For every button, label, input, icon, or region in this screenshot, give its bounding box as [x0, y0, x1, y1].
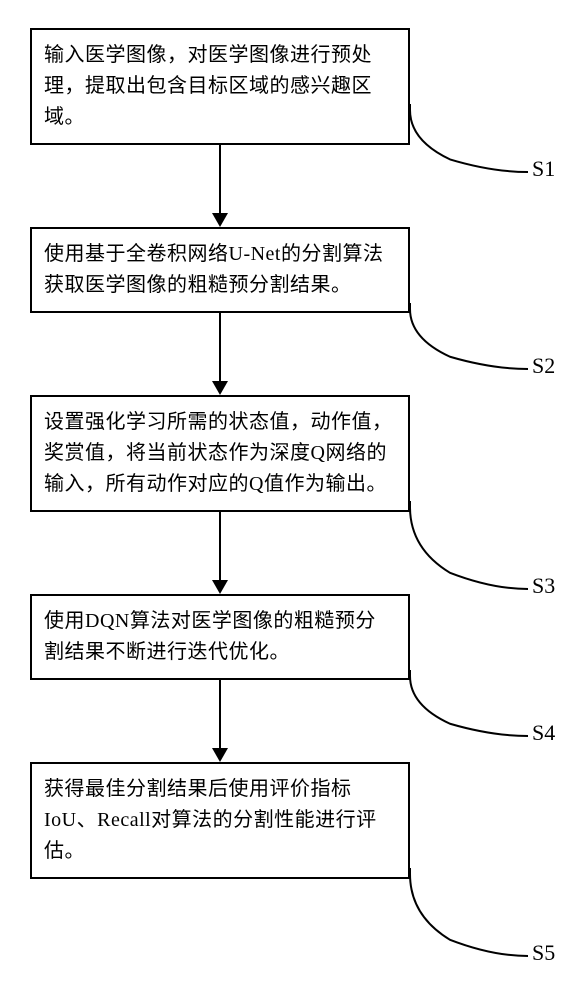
- step-text: 设置强化学习所需的状态值，动作值，奖赏值，将当前状态作为深度Q网络的输入，所有动…: [44, 411, 393, 495]
- step-label: S4: [532, 720, 555, 746]
- bracket: [408, 499, 548, 599]
- bracket: [408, 668, 548, 746]
- bracket: [408, 102, 548, 182]
- step-box: 设置强化学习所需的状态值，动作值，奖赏值，将当前状态作为深度Q网络的输入，所有动…: [30, 395, 410, 512]
- step-box: 输入医学图像，对医学图像进行预处理，提取出包含目标区域的感兴趣区域。: [30, 28, 410, 145]
- step-label: S5: [532, 940, 555, 966]
- step-label: S2: [532, 353, 555, 379]
- step-text: 获得最佳分割结果后使用评价指标IoU、Recall对算法的分割性能进行评估。: [44, 778, 377, 862]
- arrow: [30, 145, 410, 227]
- arrow: [30, 313, 410, 395]
- flowchart-container: 输入医学图像，对医学图像进行预处理，提取出包含目标区域的感兴趣区域。S1使用基于…: [30, 28, 560, 879]
- bracket: [408, 301, 548, 379]
- step-s1: 输入医学图像，对医学图像进行预处理，提取出包含目标区域的感兴趣区域。S1: [30, 28, 560, 145]
- step-text: 使用基于全卷积网络U-Net的分割算法获取医学图像的粗糙预分割结果。: [44, 243, 383, 296]
- step-label: S1: [532, 156, 555, 182]
- step-text: 输入医学图像，对医学图像进行预处理，提取出包含目标区域的感兴趣区域。: [44, 44, 372, 128]
- arrow: [30, 512, 410, 594]
- arrow: [30, 680, 410, 762]
- bracket: [408, 866, 548, 966]
- step-box: 使用基于全卷积网络U-Net的分割算法获取医学图像的粗糙预分割结果。: [30, 227, 410, 313]
- step-s4: 使用DQN算法对医学图像的粗糙预分割结果不断进行迭代优化。S4: [30, 594, 560, 680]
- step-box: 获得最佳分割结果后使用评价指标IoU、Recall对算法的分割性能进行评估。: [30, 762, 410, 879]
- step-text: 使用DQN算法对医学图像的粗糙预分割结果不断进行迭代优化。: [44, 610, 376, 663]
- step-box: 使用DQN算法对医学图像的粗糙预分割结果不断进行迭代优化。: [30, 594, 410, 680]
- step-s2: 使用基于全卷积网络U-Net的分割算法获取医学图像的粗糙预分割结果。S2: [30, 227, 560, 313]
- step-s5: 获得最佳分割结果后使用评价指标IoU、Recall对算法的分割性能进行评估。S5: [30, 762, 560, 879]
- step-s3: 设置强化学习所需的状态值，动作值，奖赏值，将当前状态作为深度Q网络的输入，所有动…: [30, 395, 560, 512]
